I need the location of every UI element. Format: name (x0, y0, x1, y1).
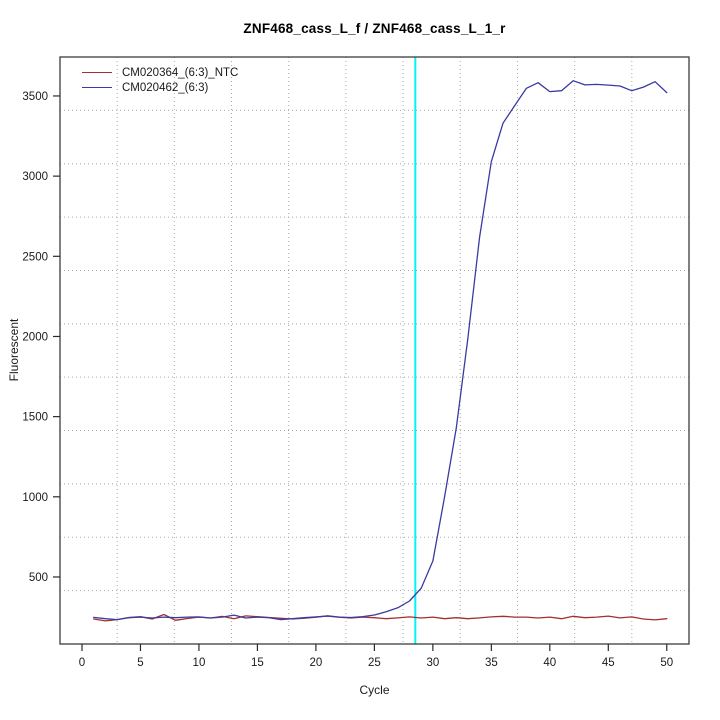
x-tick-label: 40 (543, 657, 556, 669)
y-tick-label: 1000 (22, 492, 48, 504)
gridlines (60, 57, 689, 644)
x-axis: 0 5 10 15 20 25 30 35 40 45 50 (79, 644, 673, 669)
x-tick-label: 45 (602, 657, 615, 669)
x-tick-label: 10 (193, 657, 206, 669)
y-tick-label: 2000 (22, 331, 48, 343)
x-tick-label: 30 (426, 657, 439, 669)
y-tick-label: 500 (29, 572, 48, 584)
x-tick-label: 25 (368, 657, 381, 669)
x-tick-label: 35 (485, 657, 498, 669)
series-line-sample (93, 80, 668, 621)
y-tick-label: 3000 (22, 171, 48, 183)
x-tick-label: 50 (660, 657, 673, 669)
plot-border (59, 56, 690, 645)
legend-item-ntc: CM020364_(6:3)_NTC (82, 65, 238, 80)
series-line-ntc (93, 613, 668, 622)
x-tick-label: 5 (137, 657, 143, 669)
x-axis-label: Cycle (359, 683, 390, 697)
x-tick-label: 20 (310, 657, 323, 669)
legend-label-ntc: CM020364_(6:3)_NTC (122, 66, 239, 79)
legend-label-sample: CM020462_(6:3) (122, 81, 209, 94)
chart-title: ZNF468_cass_L_f / ZNF468_cass_L_1_r (243, 21, 506, 36)
y-tick-label: 2500 (22, 251, 48, 263)
y-tick-label: 3500 (22, 91, 48, 103)
legend-item-sample: CM020462_(6:3) (82, 80, 238, 95)
x-tick-label: 15 (251, 657, 264, 669)
legend-line-swatch-sample (82, 87, 112, 88)
legend-line-swatch-ntc (82, 72, 112, 73)
y-tick-label: 1500 (22, 412, 48, 424)
x-tick-label: 0 (79, 657, 85, 669)
y-axis: 500 1000 1500 2000 2500 3000 3500 (22, 91, 60, 584)
legend: CM020364_(6:3)_NTC CM020462_(6:3) (82, 65, 238, 95)
